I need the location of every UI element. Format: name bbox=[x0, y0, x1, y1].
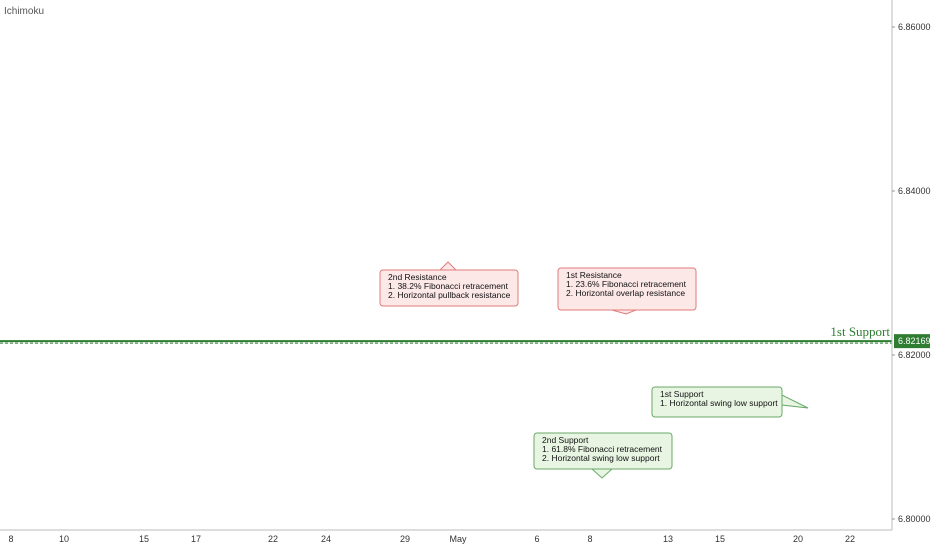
callout-pointer bbox=[611, 309, 637, 315]
first-support-price-tag-text: 6.82169 bbox=[898, 336, 931, 346]
first-support-title: 1st Support bbox=[830, 324, 890, 339]
callout-resistance bbox=[557, 267, 697, 315]
time-tick-label: 15 bbox=[139, 534, 149, 544]
callout-pointer bbox=[781, 394, 809, 409]
callout-support bbox=[533, 432, 673, 479]
price-axis-bg bbox=[892, 0, 932, 550]
time-tick-label: 17 bbox=[191, 534, 201, 544]
callout-line: 1. 23.6% Fibonacci retracement bbox=[566, 279, 687, 289]
callout-line: 2nd Support bbox=[542, 435, 589, 445]
time-tick-label: May bbox=[449, 534, 467, 544]
callout-line: 1. Horizontal swing low support bbox=[660, 398, 778, 408]
level-lines bbox=[0, 340, 892, 344]
time-tick-label: 24 bbox=[321, 534, 331, 544]
callout-line: 1st Resistance bbox=[566, 270, 622, 280]
callout-line: 1. 61.8% Fibonacci retracement bbox=[542, 444, 663, 454]
time-tick-label: 22 bbox=[268, 534, 278, 544]
callout-box bbox=[379, 269, 519, 307]
time-tick-label: 10 bbox=[59, 534, 69, 544]
callout-line: 2nd Resistance bbox=[388, 272, 447, 282]
first-support-price-tag bbox=[894, 334, 930, 349]
price-tick-label: 6.82000 bbox=[898, 350, 931, 360]
callout-box bbox=[651, 386, 783, 418]
price-tick-label: 6.80000 bbox=[898, 514, 931, 524]
time-tick-label: 20 bbox=[793, 534, 803, 544]
callout-line: 1st Support bbox=[660, 389, 704, 399]
callout-line: 2. Horizontal swing low support bbox=[542, 453, 660, 463]
time-tick-label: 6 bbox=[534, 534, 539, 544]
indicator-label: Ichimoku bbox=[4, 6, 45, 17]
callout-pointer bbox=[438, 261, 458, 271]
callouts bbox=[379, 261, 809, 479]
time-tick-label: 29 bbox=[400, 534, 410, 544]
first-support-price-tag-bg bbox=[894, 334, 930, 349]
callout-box bbox=[557, 267, 697, 311]
callout-support bbox=[651, 386, 809, 418]
time-tick-label: 8 bbox=[587, 534, 592, 544]
price-axis bbox=[891, 0, 932, 550]
time-tick-label: 22 bbox=[845, 534, 855, 544]
time-tick-label: 13 bbox=[663, 534, 673, 544]
callout-resistance bbox=[379, 261, 519, 307]
callout-pointer bbox=[590, 468, 614, 479]
callout-line: 2. Horizontal pullback resistance bbox=[388, 290, 511, 300]
price-tick-label: 6.86000 bbox=[898, 22, 931, 32]
time-tick-label: 8 bbox=[8, 534, 13, 544]
callout-line: 2. Horizontal overlap resistance bbox=[566, 288, 685, 298]
time-tick-label: 15 bbox=[715, 534, 725, 544]
callout-box bbox=[533, 432, 673, 470]
price-tick-label: 6.84000 bbox=[898, 186, 931, 196]
callout-line: 1. 38.2% Fibonacci retracement bbox=[388, 281, 509, 291]
